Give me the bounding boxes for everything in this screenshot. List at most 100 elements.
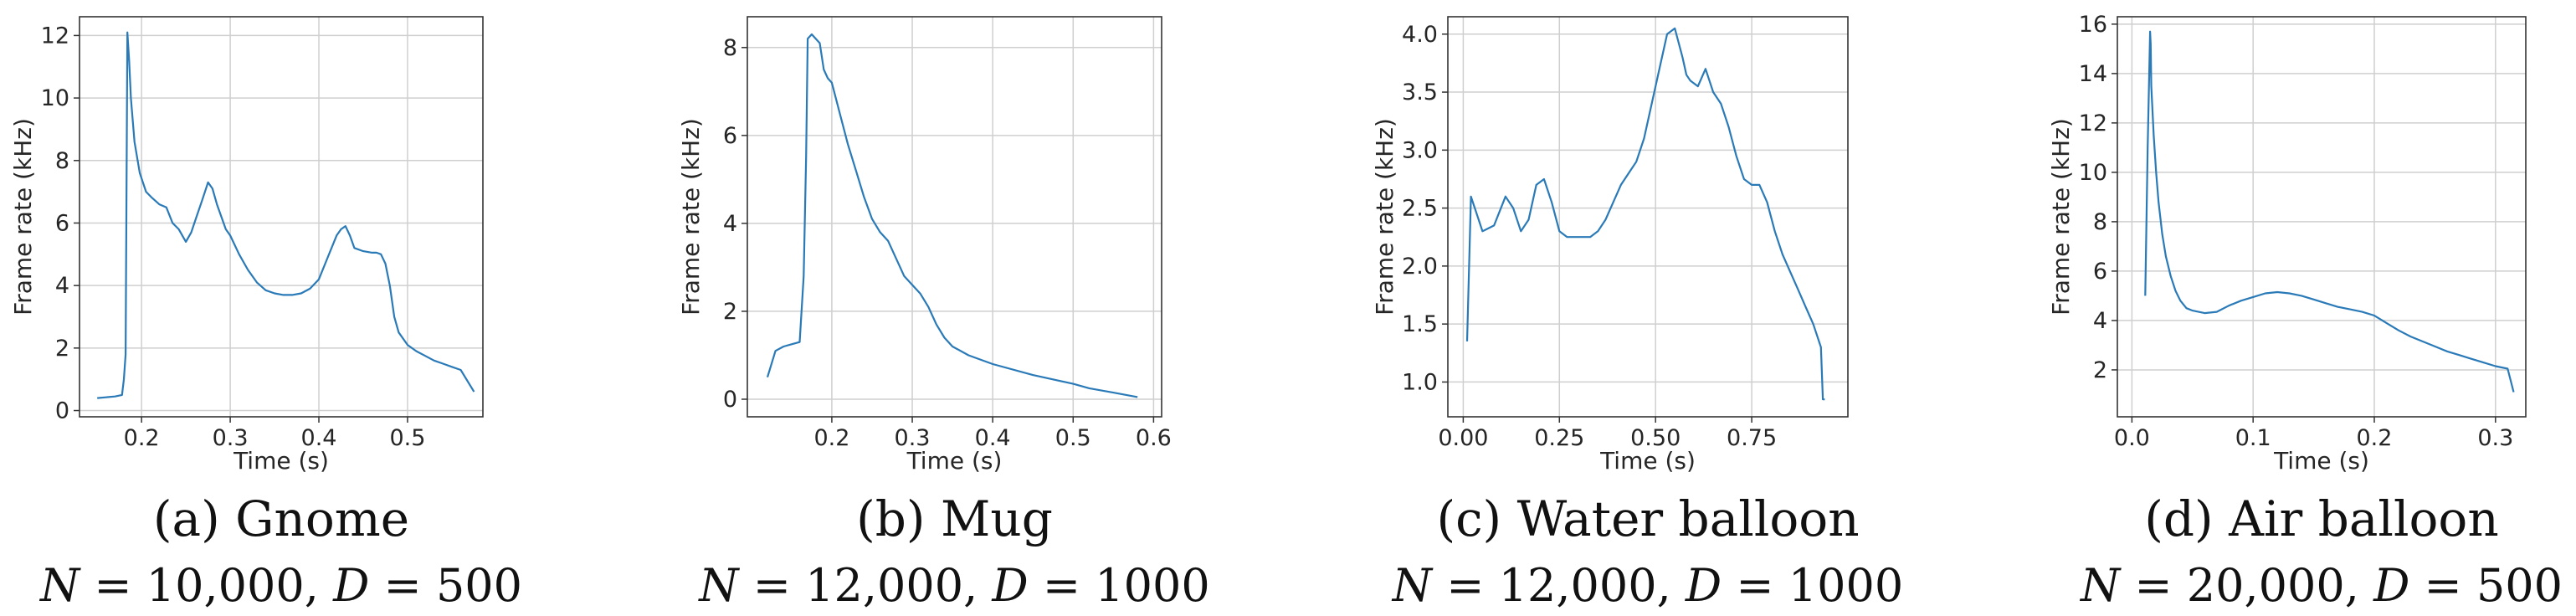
x-tick-label: 0.3 xyxy=(213,425,249,451)
y-tick-label: 8 xyxy=(2093,209,2107,235)
panel-caption: (a) Gnome xyxy=(153,490,409,547)
y-tick-label: 4 xyxy=(55,273,69,299)
panel-parameters: N = 12,000, D = 1000 xyxy=(697,559,1209,612)
y-tick-label: 2.0 xyxy=(1402,254,1438,280)
param-d-value: 1000 xyxy=(1095,559,1209,612)
panel-caption: (c) Water balloon xyxy=(1436,490,1859,547)
y-tick-label: 4 xyxy=(723,211,737,237)
chart-panel-2: 0.00 0.25 0.50 0.75 1.0 1.5 2.0 2.5 3.0 3.5 4.0 Tim… xyxy=(1371,16,1903,612)
y-axis-label: Frame rate (kHz) xyxy=(2047,118,2075,316)
x-tick-label: 0.5 xyxy=(389,425,425,451)
y-tick-label: 3.0 xyxy=(1402,137,1438,163)
param-n-value: 20,000 xyxy=(2187,559,2345,612)
x-tick-label: 0.3 xyxy=(895,425,931,451)
equals-sign: = xyxy=(80,559,146,612)
equals-sign: = xyxy=(369,559,436,612)
separator: , xyxy=(1657,559,1686,612)
separator: , xyxy=(2345,559,2373,612)
plot-frame xyxy=(79,16,484,418)
y-tick-label: 16 xyxy=(2079,12,2107,38)
y-tick-label: 10 xyxy=(2079,160,2107,186)
x-tick-label: 0.00 xyxy=(1438,425,1488,451)
param-d-symbol: D xyxy=(2373,559,2409,612)
y-tick-label: 6 xyxy=(55,210,69,236)
param-n-value: 12,000 xyxy=(805,559,963,612)
panel-caption: (b) Mug xyxy=(856,490,1053,547)
y-tick-label: 2.5 xyxy=(1402,196,1438,222)
param-n-value: 12,000 xyxy=(1499,559,1657,612)
y-tick-label: 2 xyxy=(723,299,737,325)
panel-parameters: N = 10,000, D = 500 xyxy=(38,559,522,612)
param-n-symbol: N xyxy=(2079,559,2122,612)
param-d-symbol: D xyxy=(991,559,1028,612)
chart-panel-1: 0.2 0.3 0.4 0.5 0.6 0 2 4 6 8 Time (s) Frame rate (… xyxy=(677,16,1210,612)
equals-sign: = xyxy=(2409,559,2476,612)
x-tick-label: 0.6 xyxy=(1136,425,1172,451)
y-tick-label: 2 xyxy=(2093,357,2107,383)
x-tick-label: 0.3 xyxy=(2477,425,2513,451)
param-d-value: 1000 xyxy=(1788,559,1903,612)
y-tick-label: 0 xyxy=(55,398,69,424)
equals-sign: = xyxy=(739,559,806,612)
x-axis-label: Time (s) xyxy=(233,447,329,475)
y-tick-label: 6 xyxy=(723,123,737,149)
y-tick-label: 2 xyxy=(55,336,69,362)
param-d-symbol: D xyxy=(1685,559,1722,612)
param-d-value: 500 xyxy=(2476,559,2563,612)
series-line xyxy=(97,31,475,399)
panel-parameters: N = 12,000, D = 1000 xyxy=(1391,559,1903,612)
chart-panel-0: 0.2 0.3 0.4 0.5 0 2 4 6 8 10 12 Time (s) Frame rate … xyxy=(9,16,522,612)
y-tick-label: 1.0 xyxy=(1402,369,1438,395)
x-tick-label: 0.50 xyxy=(1630,425,1681,451)
y-tick-label: 4 xyxy=(2093,308,2107,334)
y-tick-label: 4.0 xyxy=(1402,22,1438,48)
y-axis-label: Frame rate (kHz) xyxy=(9,118,37,316)
x-tick-label: 0.1 xyxy=(2235,425,2271,451)
y-tick-label: 12 xyxy=(41,23,69,49)
x-tick-label: 0.5 xyxy=(1055,425,1091,451)
series-line xyxy=(2144,30,2515,393)
x-tick-label: 0.4 xyxy=(975,425,1011,451)
chart-panel-3: 0.0 0.1 0.2 0.3 2 4 6 8 10 12 14 16 Time (s) Frame ra… xyxy=(2047,12,2563,612)
panel-caption: (d) Air balloon xyxy=(2144,490,2498,547)
param-n-symbol: N xyxy=(38,559,81,612)
y-tick-label: 12 xyxy=(2079,110,2107,136)
y-axis-label: Frame rate (kHz) xyxy=(677,118,705,316)
separator: , xyxy=(305,559,333,612)
x-axis-label: Time (s) xyxy=(2273,447,2369,475)
param-d-value: 500 xyxy=(436,559,522,612)
x-tick-label: 0.75 xyxy=(1727,425,1777,451)
x-tick-label: 0.4 xyxy=(301,425,337,451)
y-tick-label: 3.5 xyxy=(1402,80,1438,105)
y-tick-label: 6 xyxy=(2093,259,2107,285)
y-tick-label: 1.5 xyxy=(1402,311,1438,337)
plot-frame xyxy=(747,16,1162,418)
y-tick-label: 0 xyxy=(723,387,737,413)
plot-frame xyxy=(1447,16,1849,418)
x-tick-label: 0.2 xyxy=(2357,425,2393,451)
param-d-symbol: D xyxy=(332,559,369,612)
y-tick-label: 10 xyxy=(41,85,69,111)
param-n-symbol: N xyxy=(697,559,740,612)
y-tick-label: 8 xyxy=(55,148,69,174)
series-line xyxy=(1465,27,1825,401)
equals-sign: = xyxy=(1722,559,1788,612)
x-tick-label: 0.0 xyxy=(2114,425,2150,451)
plot-frame xyxy=(2117,16,2527,418)
equals-sign: = xyxy=(1432,559,1499,612)
x-tick-label: 0.25 xyxy=(1534,425,1584,451)
separator: , xyxy=(963,559,992,612)
x-tick-label: 0.2 xyxy=(813,425,849,451)
y-tick-label: 14 xyxy=(2079,61,2107,87)
x-axis-label: Time (s) xyxy=(1599,447,1696,475)
y-axis-label: Frame rate (kHz) xyxy=(1371,118,1398,316)
equals-sign: = xyxy=(1029,559,1096,612)
x-tick-label: 0.2 xyxy=(124,425,160,451)
y-tick-label: 8 xyxy=(723,35,737,61)
panel-parameters: N = 20,000, D = 500 xyxy=(2079,559,2563,612)
param-n-value: 10,000 xyxy=(146,559,305,612)
param-n-symbol: N xyxy=(1391,559,1434,612)
equals-sign: = xyxy=(2120,559,2187,612)
x-axis-label: Time (s) xyxy=(906,447,1003,475)
